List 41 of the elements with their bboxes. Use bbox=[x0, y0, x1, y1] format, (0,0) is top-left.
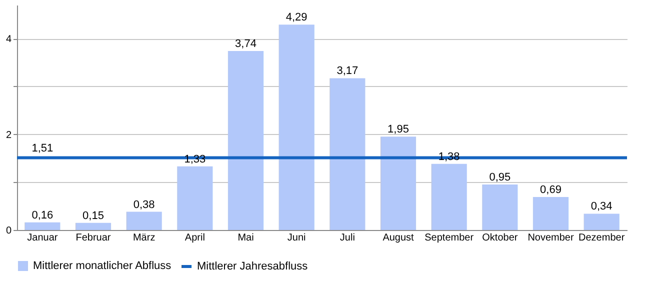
x-tick-label: Januar bbox=[27, 232, 58, 244]
bar bbox=[532, 196, 569, 230]
x-tick-label: April bbox=[184, 232, 205, 244]
data-label: 0,16 bbox=[32, 209, 54, 222]
y-tick-label: 0 bbox=[6, 226, 12, 236]
data-label: 3,74 bbox=[235, 38, 256, 50]
bar bbox=[330, 78, 366, 230]
bar bbox=[380, 136, 416, 230]
data-label: 1,38 bbox=[438, 150, 460, 163]
data-label: 3,17 bbox=[336, 65, 358, 78]
bar bbox=[228, 50, 264, 230]
bar bbox=[584, 214, 620, 230]
x-tick-label: März bbox=[132, 232, 156, 244]
bar bbox=[482, 184, 518, 230]
bar bbox=[177, 166, 213, 230]
data-label: 0,34 bbox=[590, 200, 612, 213]
bar bbox=[278, 24, 314, 230]
bar bbox=[431, 164, 467, 230]
x-tick-label: Dezember bbox=[578, 232, 626, 244]
x-tick-label: Februar bbox=[76, 232, 112, 244]
x-tick-label: Juli bbox=[340, 232, 355, 244]
legend-label: Mittlerer Jahresabfluss bbox=[197, 260, 308, 272]
data-label: 0,95 bbox=[489, 172, 511, 184]
x-tick-label: Mai bbox=[238, 232, 254, 244]
legend-label: Mittlerer monatlicher Abfluss bbox=[33, 260, 172, 272]
x-tick-label: Oktober bbox=[482, 232, 518, 244]
bar bbox=[126, 212, 162, 230]
data-label: 0,69 bbox=[540, 184, 562, 196]
x-tick-label: August bbox=[382, 232, 414, 244]
x-tick-label: Juni bbox=[287, 232, 306, 244]
x-tick-label: September bbox=[424, 232, 474, 244]
x-tick-label: November bbox=[528, 232, 574, 244]
y-tick-label: 4 bbox=[6, 34, 12, 46]
annotation: 1,51 bbox=[32, 142, 54, 155]
y-tick-label: 2 bbox=[6, 130, 12, 141]
bar bbox=[75, 222, 112, 230]
data-label: 0,15 bbox=[82, 210, 104, 222]
bar bbox=[24, 222, 60, 230]
data-label: 0,38 bbox=[133, 198, 155, 211]
data-label: 1,95 bbox=[388, 124, 409, 136]
data-label: 4,29 bbox=[286, 12, 308, 24]
